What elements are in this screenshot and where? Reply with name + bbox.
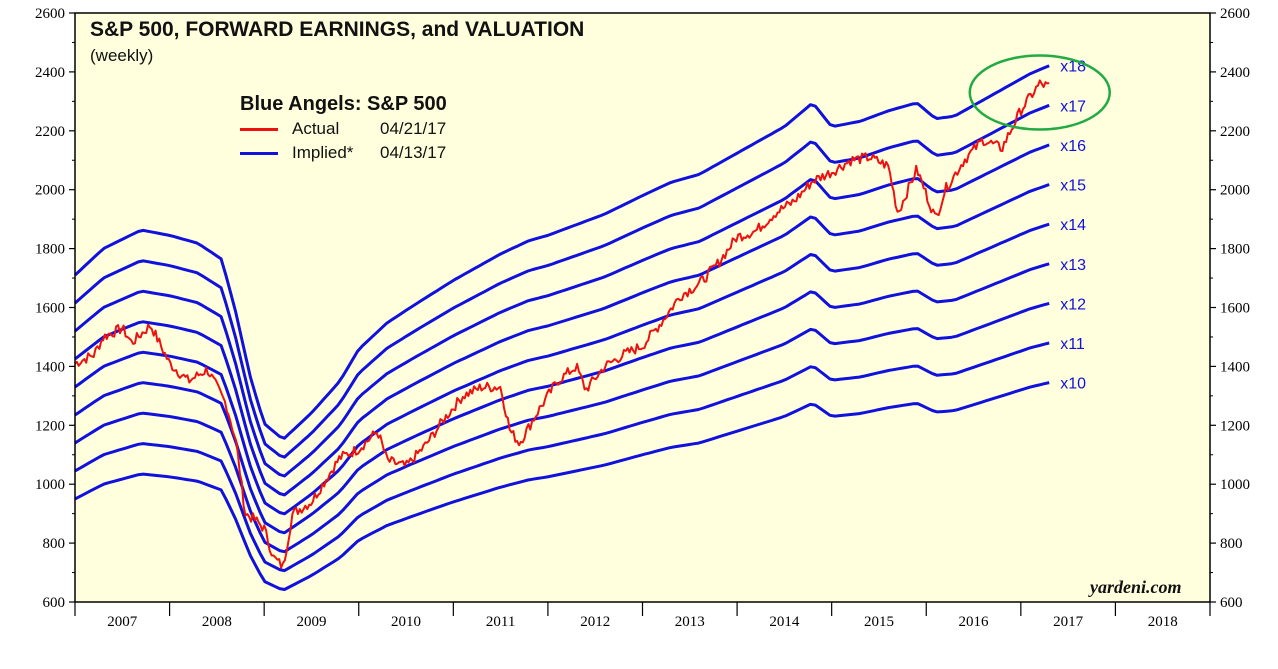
chart-title: S&P 500, FORWARD EARNINGS, and VALUATION bbox=[90, 18, 585, 41]
watermark: yardeni.com bbox=[1090, 577, 1182, 597]
y-tick-label-right-1600: 1600 bbox=[1220, 301, 1250, 317]
x-tick-label-2009: 2009 bbox=[296, 614, 326, 630]
x-tick-label-2013: 2013 bbox=[675, 614, 705, 630]
x-tick-label-2016: 2016 bbox=[959, 614, 990, 630]
y-tick-label-left-1400: 1400 bbox=[35, 359, 65, 375]
legend-swatch-implied bbox=[240, 151, 278, 155]
y-tick-label-right-1400: 1400 bbox=[1220, 359, 1250, 375]
implied-line-x18 bbox=[73, 64, 1050, 440]
chart-subtitle: (weekly) bbox=[90, 46, 154, 65]
multiple-label-x17: x17 bbox=[1060, 98, 1086, 115]
implied-line-x11 bbox=[74, 341, 1050, 573]
multiple-label-x16: x16 bbox=[1060, 138, 1086, 155]
implied-line-x12 bbox=[74, 301, 1050, 554]
implied-line-x16 bbox=[74, 143, 1050, 478]
y-tick-label-right-1800: 1800 bbox=[1220, 242, 1250, 258]
highlight-ellipse bbox=[968, 54, 1111, 131]
multiple-label-x12: x12 bbox=[1060, 296, 1086, 313]
legend: Blue Angels: S&P 500 Actual 04/21/17 Imp… bbox=[240, 93, 447, 165]
y-tick-label-left-2000: 2000 bbox=[35, 183, 65, 199]
legend-date-implied: 04/13/17 bbox=[380, 143, 447, 162]
y-tick-label-left-1200: 1200 bbox=[35, 418, 65, 434]
x-tick-label-2007: 2007 bbox=[107, 614, 138, 630]
legend-date-actual: 04/21/17 bbox=[380, 119, 447, 138]
y-tick-label-right-600: 600 bbox=[1220, 595, 1243, 611]
multiple-label-x15: x15 bbox=[1060, 178, 1086, 195]
legend-name-actual: Actual bbox=[292, 119, 340, 138]
multiple-label-x18: x18 bbox=[1060, 59, 1086, 76]
actual-line bbox=[74, 79, 1050, 569]
x-tick-label-2008: 2008 bbox=[202, 614, 232, 630]
y-tick-label-right-2200: 2200 bbox=[1220, 124, 1250, 140]
implied-line-x17 bbox=[74, 103, 1050, 459]
y-tick-label-right-2000: 2000 bbox=[1220, 183, 1250, 199]
y-tick-label-right-2600: 2600 bbox=[1220, 6, 1250, 22]
legend-row-implied: Implied* 04/13/17 bbox=[240, 141, 447, 165]
multiple-label-x14: x14 bbox=[1060, 217, 1086, 234]
implied-line-x10 bbox=[74, 381, 1050, 591]
y-tick-label-left-1600: 1600 bbox=[35, 301, 65, 317]
y-tick-label-right-1000: 1000 bbox=[1220, 477, 1250, 493]
legend-name-implied: Implied* bbox=[292, 143, 354, 162]
y-tick-label-left-2600: 2600 bbox=[35, 6, 65, 22]
y-tick-label-right-800: 800 bbox=[1220, 536, 1243, 552]
y-tick-label-left-2400: 2400 bbox=[35, 65, 65, 81]
multiple-label-x10: x10 bbox=[1060, 376, 1086, 393]
legend-swatch-actual bbox=[240, 127, 278, 131]
x-tick-label-2011: 2011 bbox=[486, 614, 515, 630]
x-tick-label-2017: 2017 bbox=[1053, 614, 1084, 630]
x-tick-label-2014: 2014 bbox=[769, 614, 800, 630]
x-tick-label-2010: 2010 bbox=[391, 614, 421, 630]
multiple-label-x13: x13 bbox=[1060, 257, 1086, 274]
y-tick-label-left-2200: 2200 bbox=[35, 124, 65, 140]
y-tick-label-right-2400: 2400 bbox=[1220, 65, 1250, 81]
x-tick-label-2018: 2018 bbox=[1148, 614, 1178, 630]
legend-row-actual: Actual 04/21/17 bbox=[240, 117, 447, 141]
y-tick-label-right-1200: 1200 bbox=[1220, 418, 1250, 434]
y-tick-label-left-800: 800 bbox=[43, 536, 66, 552]
multiple-label-x11: x11 bbox=[1060, 336, 1085, 353]
x-tick-label-2012: 2012 bbox=[580, 614, 610, 630]
legend-title: Blue Angels: S&P 500 bbox=[240, 93, 447, 115]
x-tick-label-2015: 2015 bbox=[864, 614, 894, 630]
y-tick-label-left-1000: 1000 bbox=[35, 477, 65, 493]
implied-line-x14 bbox=[74, 222, 1050, 516]
implied-line-x15 bbox=[74, 183, 1050, 497]
y-tick-label-left-600: 600 bbox=[43, 595, 66, 611]
y-tick-label-left-1800: 1800 bbox=[35, 242, 65, 258]
